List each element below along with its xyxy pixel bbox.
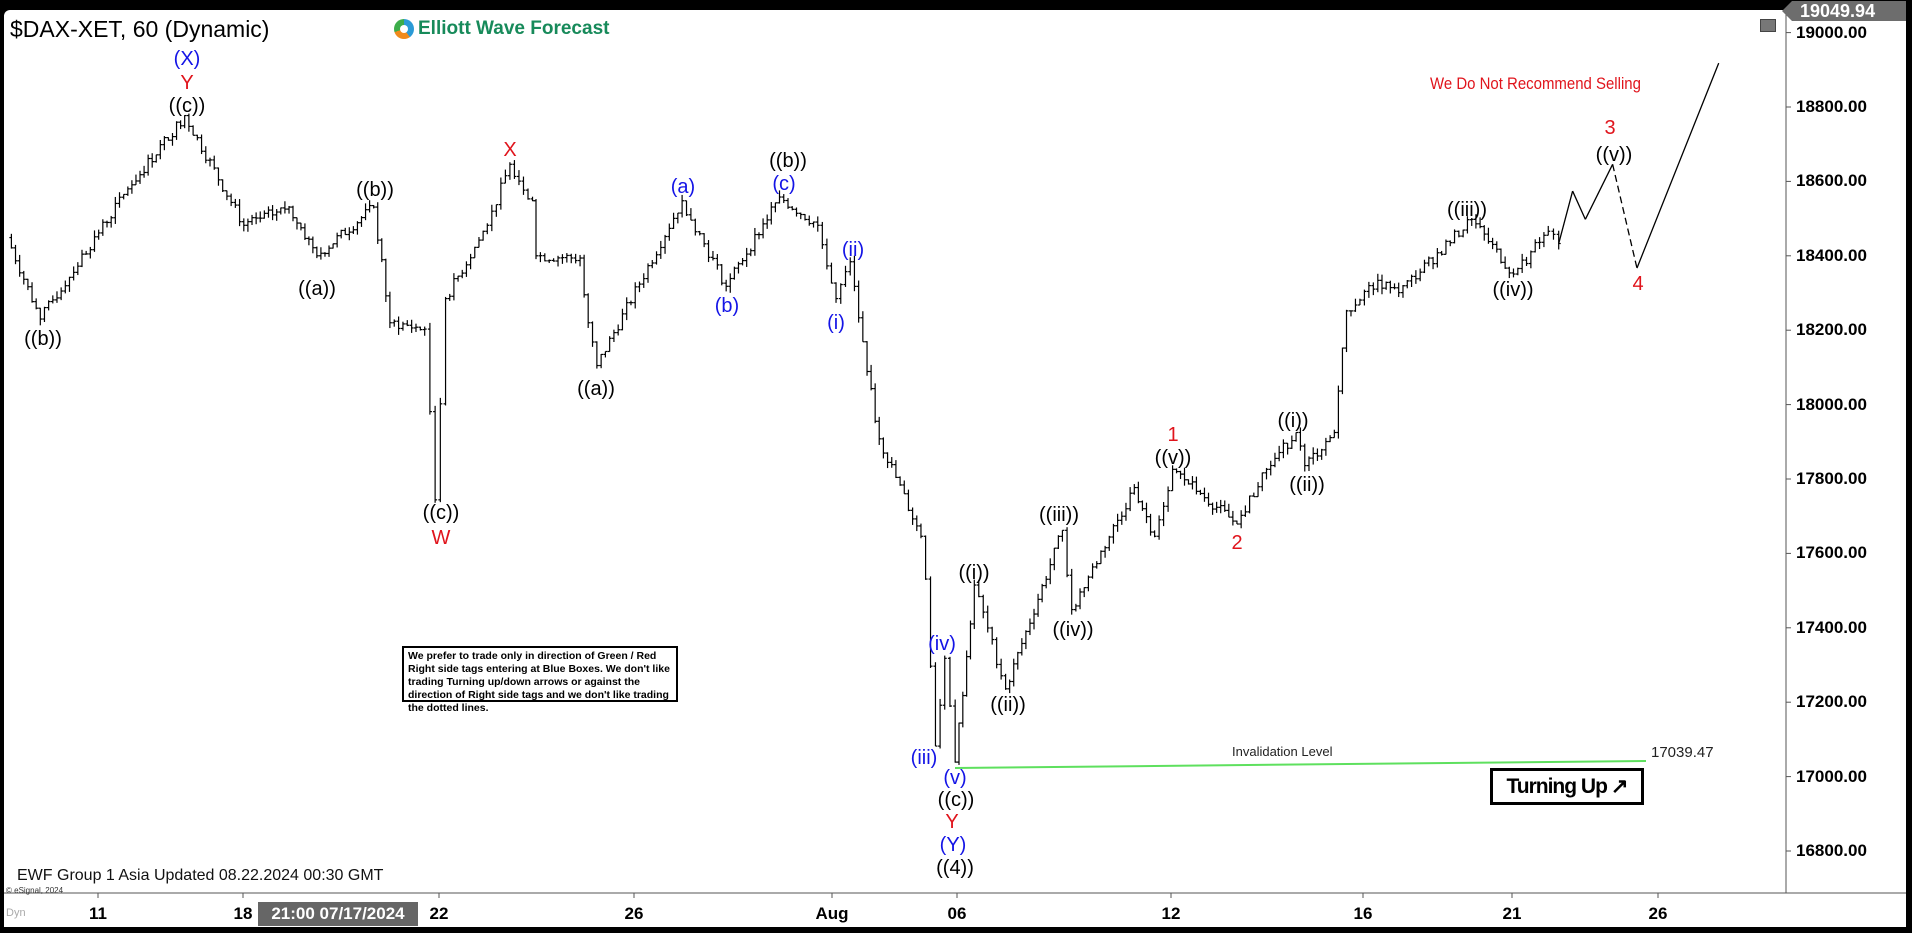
- wave-label: (b): [714, 295, 740, 317]
- wave-label: 4: [1632, 273, 1644, 295]
- wave-label: ((4)): [936, 857, 974, 879]
- projection-line: [1558, 190, 1574, 244]
- wave-label: ((v)): [1154, 447, 1192, 469]
- wave-label: (iii): [910, 747, 938, 769]
- wave-label: ((c)): [168, 95, 206, 117]
- y-tick-label: 18800.00: [1796, 97, 1867, 116]
- x-tick-label: 26: [1648, 904, 1668, 923]
- x-tick-label: Aug: [815, 904, 849, 923]
- arrow-up-right-icon: ↗: [1610, 775, 1629, 798]
- sell-warning: We Do Not Recommend Selling: [1430, 74, 1641, 93]
- wave-label: 1: [1167, 424, 1179, 446]
- y-tick-label: 17200.00: [1796, 692, 1867, 712]
- wave-label: ((b)): [769, 150, 807, 172]
- last-price-tag: 19049.94: [1782, 1, 1906, 21]
- y-tick-label: 17400.00: [1796, 617, 1867, 637]
- y-tick-label: 18200.00: [1796, 320, 1867, 340]
- invalidation-value: 17039.47: [1651, 744, 1714, 761]
- cursor-time-tooltip: 21:00 07/17/2024: [258, 902, 418, 926]
- x-tick-label: 18: [233, 904, 253, 923]
- invalidation-line: [954, 760, 1647, 769]
- y-tick-label: 17800.00: [1796, 469, 1867, 488]
- x-tick-label: 06: [947, 904, 967, 923]
- wave-label: 2: [1231, 532, 1243, 554]
- wave-label: (ii): [841, 239, 865, 261]
- wave-label: ((iv)): [1052, 619, 1094, 641]
- wave-label: (a): [670, 176, 696, 198]
- wave-label: ((iii)): [1447, 199, 1487, 221]
- copyright: © eSignal, 2024: [6, 886, 64, 895]
- wave-label: ((v)): [1595, 144, 1633, 166]
- x-tick-label: 16: [1353, 904, 1373, 923]
- disclaimer-box: We prefer to trade only in direction of …: [402, 646, 678, 714]
- logo-text: Elliott Wave Forecast: [418, 18, 610, 39]
- wave-label: Y: [180, 72, 194, 94]
- wave-label: ((b)): [24, 328, 62, 350]
- x-tick-label: 12: [1161, 904, 1181, 923]
- wave-label: ((ii)): [990, 694, 1026, 716]
- wave-label: (iv): [928, 633, 956, 655]
- wave-label: ((a)): [577, 378, 615, 400]
- projection-line: [1611, 164, 1638, 269]
- turning-up-box: Turning Up ↗: [1490, 768, 1644, 805]
- y-tick-label: 17600.00: [1796, 543, 1867, 563]
- y-tick-label: 18600.00: [1796, 171, 1867, 191]
- wave-label: ((c)): [422, 502, 460, 524]
- wave-label: (X): [173, 48, 201, 70]
- x-tick-label: 21: [1502, 904, 1522, 923]
- y-tick-label: 18000.00: [1796, 394, 1867, 414]
- wave-label: Y: [945, 811, 959, 833]
- chart-window: [4, 10, 1906, 927]
- wave-label: ((ii)): [1289, 474, 1325, 496]
- x-tick-label: 26: [624, 904, 644, 923]
- wave-label: (v): [943, 767, 967, 789]
- wave-label: ((i)): [958, 562, 990, 584]
- y-tick-label: 17000.00: [1796, 766, 1867, 786]
- wave-label: X: [503, 139, 517, 161]
- wave-label: (c): [772, 173, 796, 195]
- updated-text: EWF Group 1 Asia Updated 08.22.2024 00:3…: [17, 867, 384, 884]
- logo-icon: [394, 19, 414, 39]
- projection-line: [1584, 163, 1614, 220]
- chart-title: $DAX-XET, 60 (Dynamic): [10, 16, 270, 42]
- wave-label: ((a)): [298, 278, 336, 300]
- y-tick-label: 16800.00: [1796, 841, 1867, 860]
- dyn-label[interactable]: Dyn: [6, 907, 26, 919]
- wave-label: (i): [827, 312, 845, 334]
- turning-label: Turning Up: [1506, 774, 1607, 798]
- logo: Elliott Wave Forecast: [394, 18, 609, 40]
- wave-label: W: [431, 527, 451, 549]
- projection-line: [1636, 62, 1720, 269]
- wave-label: ((iv)): [1492, 279, 1534, 301]
- projection-line: [1572, 190, 1586, 220]
- y-tick-label: 19000.00: [1796, 22, 1867, 42]
- y-tick-label: 18400.00: [1796, 245, 1867, 265]
- x-tick-label: 11: [89, 904, 107, 923]
- wave-label: ((i)): [1277, 410, 1309, 432]
- restore-window-icon[interactable]: [1760, 19, 1776, 32]
- x-tick-label: 22: [429, 904, 449, 923]
- wave-label: ((iii)): [1039, 504, 1079, 526]
- wave-label: (Y): [939, 834, 967, 856]
- wave-label: 3: [1604, 117, 1616, 139]
- wave-label: ((b)): [356, 179, 394, 201]
- invalidation-label: Invalidation Level: [1232, 744, 1333, 759]
- wave-label: ((c)): [937, 789, 975, 811]
